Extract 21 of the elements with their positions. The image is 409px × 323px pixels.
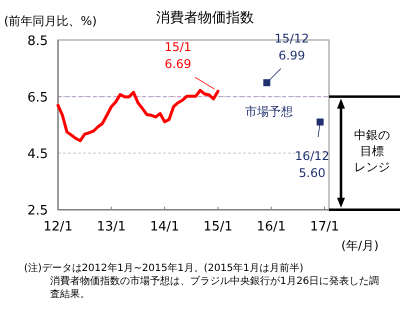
- y-axis-title: (前年同月比、%): [4, 14, 97, 28]
- y-tick-label: 4.5: [27, 147, 48, 162]
- text: (注)データは2012年1月~2015年1月。(2015年1月は月前半): [24, 262, 304, 275]
- x-tick-label: 14/1: [150, 220, 180, 235]
- text: 中銀の目標レンジ: [354, 128, 390, 174]
- x-tick-label: 12/1: [43, 220, 73, 235]
- x-tick-label: 17/1: [310, 220, 340, 235]
- annotation: 15/12 6.99: [274, 32, 310, 63]
- line-series: [56, 88, 220, 142]
- x-tick-label: 15/1: [203, 220, 233, 235]
- x-axis-title: (年/月): [341, 238, 379, 253]
- annotation: 15/1 6.69: [164, 40, 192, 72]
- y-tick-label: 8.5: [27, 34, 48, 49]
- chart-title: 消費者物価指数: [156, 10, 254, 26]
- y-tick-label: 2.5: [27, 204, 48, 219]
- text: 消費者物価指数の市場予想は、ブラジル中央銀行が1月26日に発表した調査結果。: [50, 275, 380, 301]
- x-tick-label: 16/1: [256, 220, 286, 235]
- x-tick-label: 13/1: [96, 220, 126, 235]
- y-tick-label: 6.5: [27, 90, 48, 106]
- series-label: 市場予想: [244, 104, 293, 119]
- annotation: 16/12 5.60: [294, 149, 330, 180]
